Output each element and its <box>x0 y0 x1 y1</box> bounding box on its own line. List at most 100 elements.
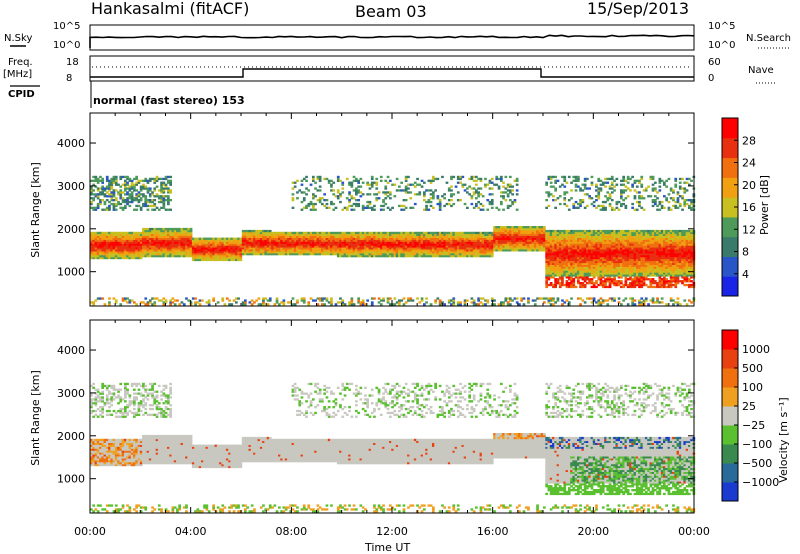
power-cell <box>604 181 607 184</box>
power-cell <box>379 237 383 240</box>
power-cell <box>577 179 580 182</box>
power-cell <box>434 237 437 240</box>
power-cell <box>545 206 548 209</box>
power-cell <box>577 256 580 260</box>
power-cell <box>599 189 603 192</box>
power-cell <box>112 191 116 194</box>
power-cell <box>592 299 596 302</box>
power-cell <box>207 249 211 252</box>
power-cell <box>375 199 379 202</box>
power-cell <box>509 191 512 194</box>
power-cell <box>124 185 127 188</box>
power-cell <box>339 231 342 235</box>
power-cell <box>105 245 109 248</box>
power-cell <box>563 177 567 181</box>
power-cell <box>570 253 573 256</box>
power-cell <box>515 301 519 304</box>
power-cell <box>588 233 591 236</box>
power-cell <box>481 235 485 238</box>
power-cell <box>214 241 218 244</box>
power-cell <box>570 241 573 244</box>
power-cell <box>547 274 551 277</box>
power-cell <box>355 199 358 202</box>
power-cell <box>282 299 286 302</box>
power-cell <box>176 241 179 244</box>
power-cell <box>515 241 519 244</box>
power-cell <box>552 229 555 233</box>
power-cell <box>133 237 136 240</box>
power-cell <box>268 297 272 300</box>
power-cell <box>373 251 376 254</box>
power-cell <box>350 243 354 246</box>
power-cell <box>391 183 394 186</box>
power-cell <box>470 245 474 248</box>
power-cell <box>210 251 213 254</box>
power-cell <box>146 237 150 240</box>
power-cell <box>366 200 369 204</box>
power-cell <box>250 299 254 302</box>
power-cell <box>284 231 288 235</box>
power-cell <box>511 247 514 250</box>
power-cell <box>506 185 510 188</box>
power-cell <box>350 255 354 258</box>
power-cell <box>176 239 179 242</box>
power-cell <box>583 255 587 258</box>
power-cell <box>379 204 383 208</box>
power-cell <box>522 233 526 236</box>
power-cell <box>411 245 415 248</box>
power-cell <box>400 189 403 192</box>
power-cell <box>423 249 426 252</box>
power-cell <box>128 239 132 242</box>
power-cell <box>124 189 127 192</box>
power-cell <box>622 251 625 254</box>
power-cell <box>400 251 403 254</box>
power-cell <box>608 241 612 244</box>
power-cell <box>119 206 123 209</box>
power-cell <box>404 301 408 304</box>
power-cell <box>316 233 320 236</box>
power-cell <box>327 233 331 236</box>
power-cell <box>443 253 446 256</box>
power-cell <box>373 233 376 236</box>
power-cell <box>368 243 372 246</box>
power-cell <box>577 280 580 283</box>
power-cell <box>418 239 422 242</box>
power-cell <box>176 229 179 233</box>
power-cell <box>597 187 601 190</box>
power-cell <box>216 247 220 250</box>
power-cell <box>454 237 458 240</box>
power-cell <box>253 241 256 244</box>
power-cell <box>450 231 453 235</box>
power-cell <box>352 233 356 236</box>
power-cell <box>574 264 578 267</box>
power-cell <box>124 206 127 209</box>
nsky-label: N.Sky <box>4 33 32 44</box>
power-cell <box>520 229 523 233</box>
power-cell <box>169 231 172 235</box>
power-cell <box>155 251 159 254</box>
power-cell <box>581 270 585 273</box>
power-cell <box>495 239 499 242</box>
power-cell <box>157 253 161 256</box>
power-cell <box>339 195 342 198</box>
power-cell <box>296 247 299 250</box>
power-cell <box>312 195 315 198</box>
power-cell <box>529 227 533 231</box>
power-cell <box>531 245 535 248</box>
power-cell <box>164 229 168 233</box>
power-cell <box>357 191 360 194</box>
power-cell <box>185 255 188 258</box>
power-cell <box>432 237 435 240</box>
power-cell <box>543 235 546 238</box>
power-cell <box>577 249 580 252</box>
power-cell <box>92 193 95 196</box>
power-cell <box>262 237 265 240</box>
power-cell <box>477 299 480 302</box>
power-cell <box>142 241 145 244</box>
power-cell <box>162 303 166 306</box>
power-cell <box>608 204 612 208</box>
power-cell <box>114 235 118 238</box>
power-cell <box>117 256 120 260</box>
power-cell <box>121 235 125 238</box>
power-cell <box>384 245 388 248</box>
